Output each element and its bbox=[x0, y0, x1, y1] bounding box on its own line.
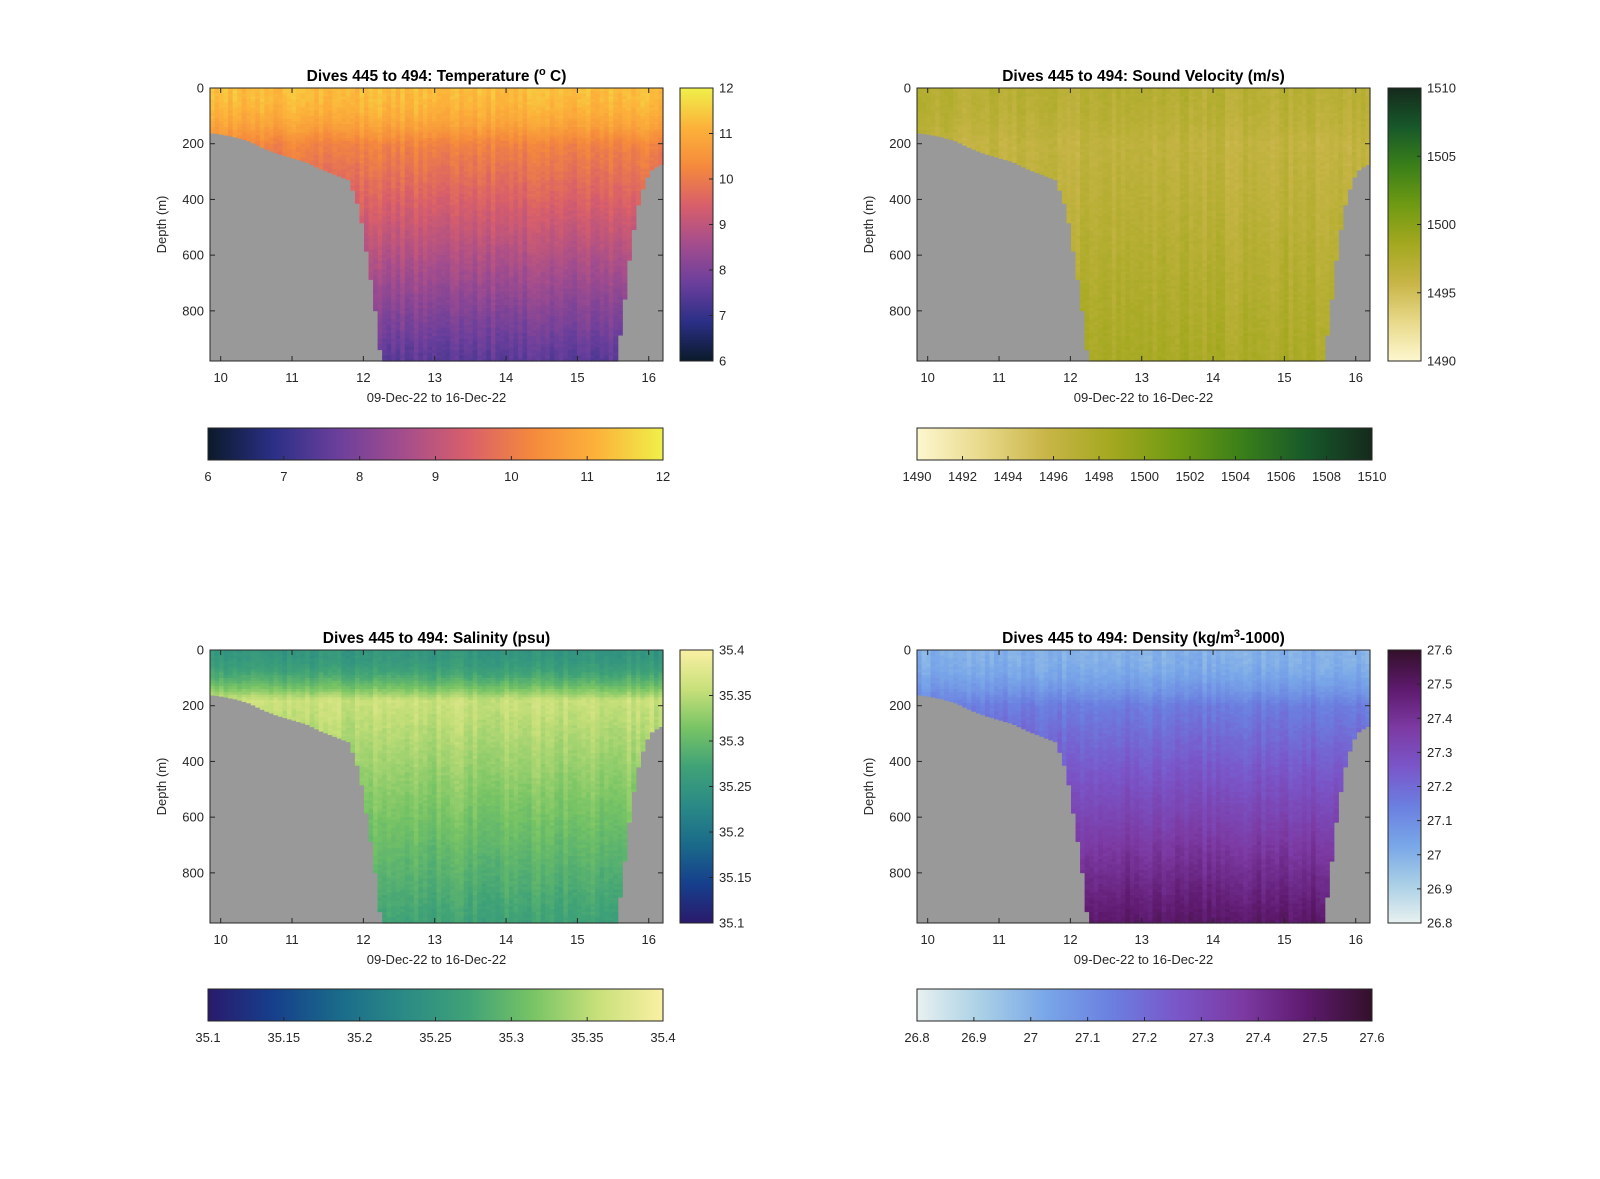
chart-title: Dives 445 to 494: Temperature (o C) bbox=[307, 66, 567, 85]
heatmap-cell bbox=[273, 152, 278, 153]
heatmap-cell bbox=[337, 174, 342, 176]
heatmap-cell bbox=[282, 155, 287, 156]
chart-title-suffix: C) bbox=[546, 68, 567, 85]
heatmap-cell bbox=[233, 135, 238, 137]
heatmap-cell bbox=[278, 152, 283, 155]
heatmap-cell bbox=[246, 138, 251, 141]
panel-temperature: Dives 445 to 494: Temperature (o C)10 11 1… bbox=[154, 66, 733, 484]
heatmap-cell bbox=[332, 172, 337, 175]
heatmap-cell bbox=[237, 135, 242, 138]
heatmap-cell bbox=[378, 347, 383, 350]
heatmap-cell bbox=[301, 160, 306, 161]
heatmap-cell bbox=[255, 144, 260, 146]
heatmap-cell bbox=[341, 177, 346, 178]
heatmap-cell bbox=[215, 133, 220, 134]
heatmap-cell bbox=[359, 222, 364, 224]
heatmap-cell bbox=[264, 147, 269, 150]
heatmap-cell bbox=[224, 133, 229, 136]
heatmap-cell bbox=[355, 202, 360, 204]
heatmap-cell bbox=[287, 155, 292, 158]
heatmap-cell bbox=[228, 135, 233, 136]
heatmap-cell bbox=[251, 141, 256, 143]
heatmap-cell bbox=[328, 172, 333, 174]
heatmap-cell bbox=[314, 166, 319, 167]
heatmap-cell bbox=[292, 158, 297, 159]
heatmap-cell bbox=[210, 133, 215, 134]
heatmap-cell bbox=[350, 188, 355, 191]
heatmap-cell bbox=[219, 133, 224, 135]
chart-title-main: Dives 445 to 494: Temperature ( bbox=[307, 68, 540, 85]
heatmap-cell bbox=[346, 177, 351, 180]
heatmap-cell bbox=[373, 308, 378, 311]
heatmap-cell bbox=[305, 160, 310, 163]
heatmap-cell bbox=[369, 277, 374, 279]
heatmap-cell bbox=[364, 250, 369, 252]
heatmap-cell bbox=[296, 158, 301, 160]
heatmap-cell bbox=[260, 147, 265, 148]
heatmap-cell bbox=[269, 149, 274, 151]
heatmap-cell bbox=[242, 138, 247, 140]
heatmap-cell bbox=[310, 163, 315, 165]
heatmap-cell bbox=[323, 169, 328, 172]
heatmap-cell bbox=[319, 169, 324, 170]
